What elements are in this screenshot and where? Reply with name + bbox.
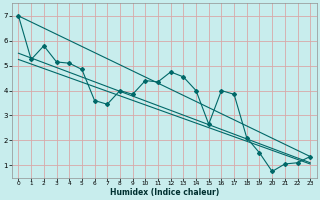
X-axis label: Humidex (Indice chaleur): Humidex (Indice chaleur) (110, 188, 219, 197)
